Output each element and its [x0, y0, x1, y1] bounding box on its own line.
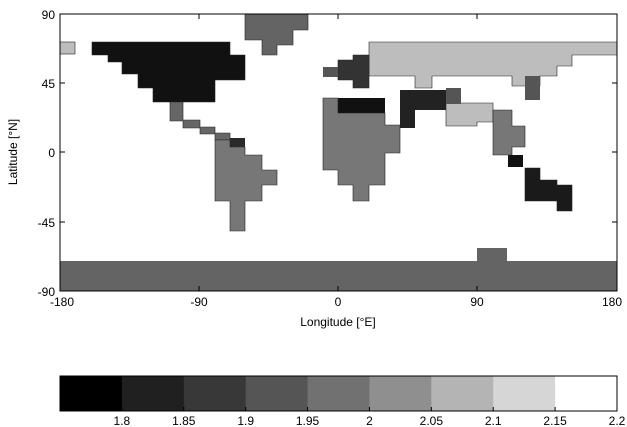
region-north-africa-coast	[338, 98, 385, 113]
colorbar-swatch	[493, 376, 556, 411]
colorbar-label: 2.15	[543, 414, 567, 427]
region-indonesia	[508, 155, 523, 167]
tick-marks	[60, 14, 617, 291]
region-africa	[322, 97, 401, 202]
region-antarctica-peak	[477, 248, 507, 262]
region-central-asia	[446, 88, 461, 104]
x-tick-label: 180	[602, 295, 622, 309]
colorbar-swatch	[555, 376, 618, 411]
colorbar-swatch	[369, 376, 432, 411]
colorbar-frame	[59, 375, 618, 412]
colorbar-label: 2	[366, 414, 373, 427]
map-plot	[59, 13, 618, 291]
x-tick-label: 0	[335, 295, 342, 309]
y-tick-label: 0	[48, 146, 55, 160]
region-greenland	[244, 13, 309, 56]
region-south-america-north	[230, 138, 245, 147]
x-tick-label: 90	[470, 295, 484, 309]
colorbar-label: 2.1	[485, 414, 502, 427]
colorbar	[60, 376, 618, 411]
colorbar-swatch	[307, 376, 370, 411]
region-alaska-tip	[59, 41, 76, 55]
region-south-asia	[445, 102, 494, 127]
y-tick-label: 45	[42, 77, 56, 91]
region-southeast-asia	[492, 109, 526, 156]
y-tick-label: -45	[38, 216, 56, 230]
region-east-asia-strip	[525, 76, 540, 100]
x-tick-label: -180	[50, 295, 74, 309]
x-axis-label: Longitude [°E]	[300, 315, 376, 329]
y-tick-label: -90	[38, 285, 56, 299]
colorbar-label: 1.9	[237, 414, 254, 427]
y-axis-label: Latitude [°N]	[6, 119, 20, 185]
colorbar-label: 1.8	[114, 414, 131, 427]
colorbar-label: 2.05	[420, 414, 444, 427]
region-europe	[337, 54, 370, 89]
region-uk	[323, 67, 338, 77]
colorbar-label: 1.95	[296, 414, 320, 427]
colorbar-swatch	[245, 376, 309, 411]
colorbar-swatch	[60, 376, 123, 411]
region-middle-east	[400, 90, 446, 110]
colorbar-swatch	[121, 376, 185, 411]
colorbar-labels: 1.8 1.85 1.9 1.95 2 2.05 2.1 2.15 2.2	[114, 407, 626, 427]
colorbar-label: 2.2	[609, 414, 626, 427]
colorbar-swatch	[183, 376, 247, 411]
region-india	[400, 108, 415, 128]
y-tick-label: 90	[42, 8, 56, 22]
region-australia	[524, 167, 573, 212]
colorbar-label: 1.85	[172, 414, 196, 427]
x-tick-label: -90	[190, 295, 208, 309]
colorbar-swatch	[431, 376, 494, 411]
region-north-america	[91, 41, 246, 103]
